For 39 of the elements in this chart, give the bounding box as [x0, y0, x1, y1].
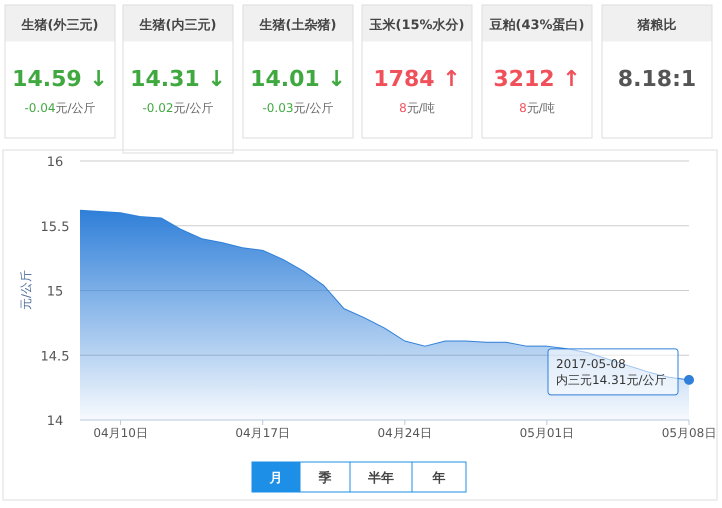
text: 月 — [268, 471, 282, 486]
text: 8 — [519, 101, 527, 115]
text: -0.04 — [24, 101, 56, 115]
text: 元/吨 — [406, 101, 435, 115]
text: 猪粮比 — [636, 17, 676, 33]
x-tick-label: 04月24日 — [378, 426, 432, 440]
y-axis-title: 元/公斤 — [19, 270, 33, 310]
annotation: 内三元14.31元/公斤 — [556, 372, 666, 387]
text: 生猪(土杂猪) — [258, 18, 336, 33]
text: 14.31 ↓ — [130, 67, 226, 92]
y-tick-label: 15.5 — [40, 220, 70, 235]
text: 年 — [432, 471, 446, 486]
y-tick-label: 14 — [46, 414, 64, 429]
y-tick-label: 14.5 — [40, 349, 70, 364]
text: -0.02 — [142, 101, 174, 115]
text: 豆粕(43%蛋白) — [488, 18, 584, 33]
text: 季 — [318, 470, 332, 486]
y-tick-label: 16 — [46, 155, 64, 170]
x-tick-label: 04月10日 — [93, 426, 148, 440]
x-tick-label: 05月01日 — [520, 426, 574, 440]
text: 8 — [399, 101, 407, 115]
text: 生猪(内三元) — [138, 18, 216, 33]
text: -0.03 — [262, 101, 294, 115]
text: 1784 ↑ — [373, 67, 461, 92]
text: 3212 ↑ — [493, 67, 581, 92]
text: 元/公斤 — [294, 101, 334, 115]
text: 元/吨 — [526, 101, 555, 115]
text: 14.01 ↓ — [250, 67, 346, 92]
text: 元/公斤 — [56, 101, 96, 115]
text: 8.18:1 — [618, 67, 696, 92]
text: 元/公斤 — [174, 101, 214, 115]
text: 生猪(外三元) — [20, 18, 98, 33]
text: 14.59 ↓ — [12, 67, 108, 92]
y-tick-label: 15 — [46, 284, 64, 300]
annotation: 2017-05-08 — [556, 356, 626, 371]
x-tick-label: 04月17日 — [235, 426, 290, 440]
text: 玉米(15%水分) — [368, 18, 464, 33]
text: 半年 — [367, 471, 394, 486]
x-tick-label: 05月08日 — [662, 426, 716, 440]
